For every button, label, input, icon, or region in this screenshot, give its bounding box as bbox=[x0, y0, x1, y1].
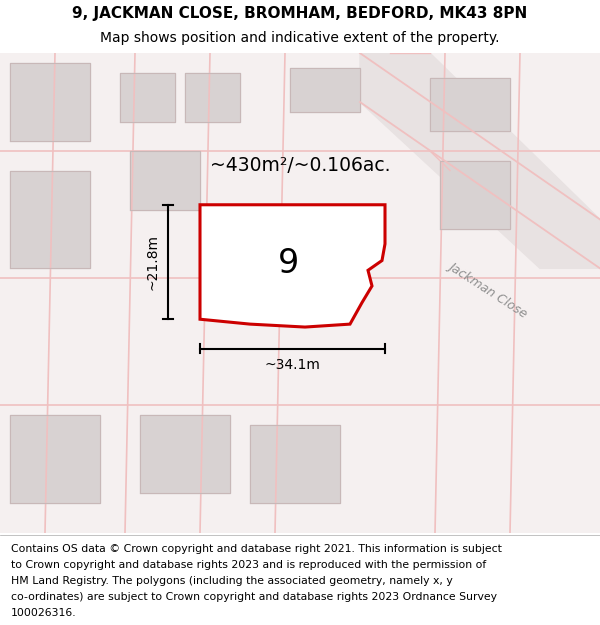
Text: HM Land Registry. The polygons (including the associated geometry, namely x, y: HM Land Registry. The polygons (includin… bbox=[11, 576, 452, 586]
Text: 9, JACKMAN CLOSE, BROMHAM, BEDFORD, MK43 8PN: 9, JACKMAN CLOSE, BROMHAM, BEDFORD, MK43… bbox=[73, 6, 527, 21]
Text: Map shows position and indicative extent of the property.: Map shows position and indicative extent… bbox=[100, 31, 500, 45]
Polygon shape bbox=[120, 72, 175, 122]
Text: ~21.8m: ~21.8m bbox=[146, 234, 160, 290]
Polygon shape bbox=[360, 53, 600, 268]
Polygon shape bbox=[200, 205, 385, 327]
Polygon shape bbox=[10, 63, 90, 141]
Polygon shape bbox=[430, 78, 510, 131]
Polygon shape bbox=[0, 53, 600, 532]
Polygon shape bbox=[130, 151, 200, 209]
Polygon shape bbox=[140, 415, 230, 493]
Polygon shape bbox=[250, 425, 340, 503]
Text: ~430m²/~0.106ac.: ~430m²/~0.106ac. bbox=[210, 156, 390, 175]
Text: ~34.1m: ~34.1m bbox=[265, 358, 320, 372]
Text: Contains OS data © Crown copyright and database right 2021. This information is : Contains OS data © Crown copyright and d… bbox=[11, 544, 502, 554]
Polygon shape bbox=[440, 161, 510, 229]
Polygon shape bbox=[10, 171, 90, 268]
Polygon shape bbox=[290, 68, 360, 112]
Text: Jackman Close: Jackman Close bbox=[446, 259, 530, 320]
Text: 100026316.: 100026316. bbox=[11, 608, 76, 618]
Text: co-ordinates) are subject to Crown copyright and database rights 2023 Ordnance S: co-ordinates) are subject to Crown copyr… bbox=[11, 592, 497, 602]
Text: to Crown copyright and database rights 2023 and is reproduced with the permissio: to Crown copyright and database rights 2… bbox=[11, 560, 486, 570]
Text: 9: 9 bbox=[277, 247, 299, 280]
Polygon shape bbox=[185, 72, 240, 122]
Polygon shape bbox=[10, 415, 100, 503]
